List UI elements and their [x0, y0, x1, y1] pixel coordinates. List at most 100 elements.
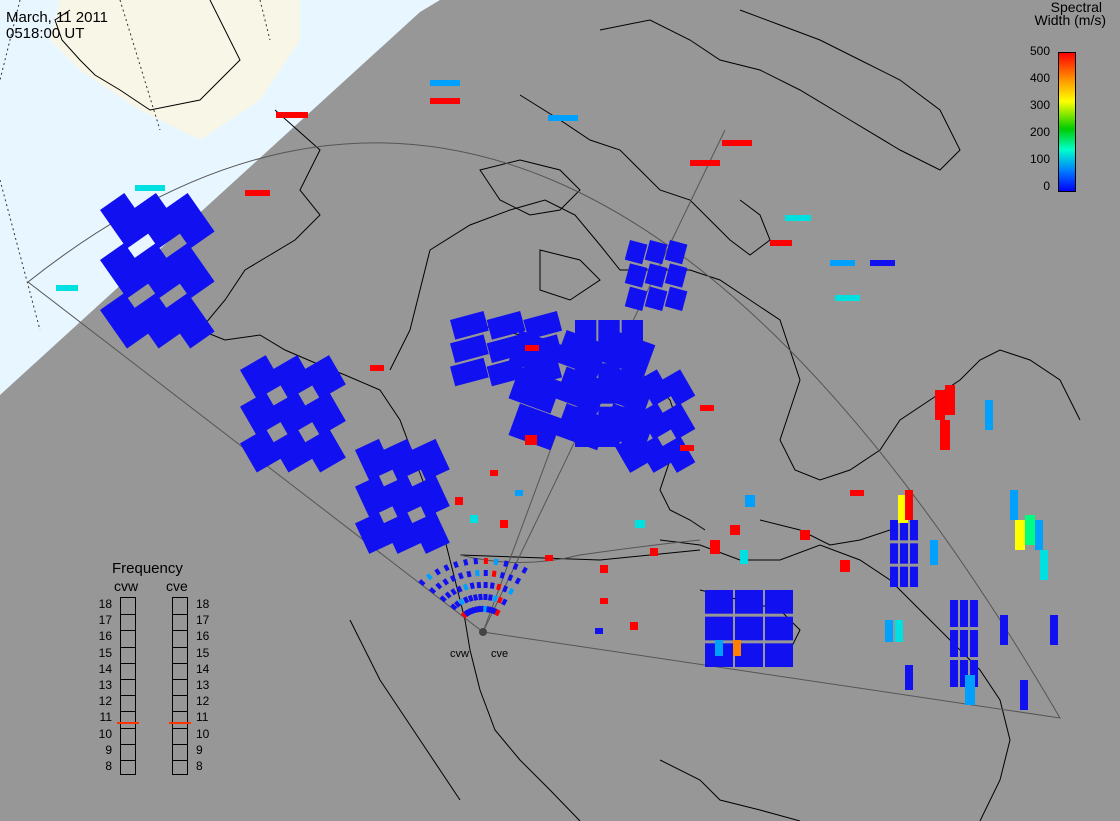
echo-cell — [467, 594, 474, 602]
echo-cell — [303, 355, 346, 400]
echo-cell — [525, 345, 539, 351]
echo-cell — [245, 190, 270, 196]
frequency-level-cve-8: 8 — [196, 759, 203, 773]
echo-cell — [466, 608, 473, 616]
echo-cell — [478, 593, 483, 601]
echo-cell — [733, 640, 741, 656]
echo-cell — [443, 564, 450, 572]
echo-cell — [630, 622, 638, 630]
frequency-marker-cve — [169, 721, 191, 724]
echo-cell — [523, 311, 563, 340]
echo-cell — [483, 606, 488, 613]
radar-site-marker — [479, 628, 487, 636]
echo-cell — [624, 286, 648, 311]
echo-cell — [690, 160, 720, 166]
legend-tick-500: 500 — [1029, 44, 1050, 58]
echo-cell — [940, 420, 950, 450]
frequency-scale-cve — [172, 597, 188, 776]
echo-cell — [442, 578, 449, 586]
echo-cell — [489, 582, 495, 589]
legend-title-line1: Spectral — [1050, 0, 1102, 15]
echo-cell — [163, 292, 215, 349]
echo-cell — [450, 357, 489, 387]
echo-cell — [705, 616, 733, 641]
echo-cell — [635, 520, 645, 528]
frequency-level-cvw-14: 14 — [98, 661, 112, 676]
echo-cell — [730, 525, 740, 535]
echo-cell — [100, 192, 152, 249]
echo-cell — [276, 112, 308, 118]
legend-tick-300: 300 — [1029, 98, 1050, 112]
echo-cell — [483, 570, 488, 577]
echo-cell — [411, 475, 450, 518]
echo-cell — [479, 605, 485, 613]
echo-cell — [383, 438, 422, 481]
frequency-level-cve-18: 18 — [196, 597, 210, 611]
echo-cell — [735, 616, 763, 641]
echo-cell — [770, 240, 792, 246]
echo-cell — [885, 620, 893, 642]
echo-cell — [745, 495, 755, 507]
spectral-width-colorbar — [1058, 52, 1076, 192]
echo-cell — [450, 311, 489, 340]
echo-cell — [705, 590, 733, 614]
echo-cell — [469, 607, 476, 615]
echo-cell — [598, 320, 620, 361]
echo-cell — [950, 630, 958, 657]
frequency-level-cve-14: 14 — [196, 661, 210, 676]
echo-cell — [575, 320, 597, 361]
echo-cell — [429, 587, 437, 595]
echo-cell — [910, 520, 918, 541]
frequency-level-cvw-8: 8 — [105, 759, 112, 773]
echo-cell — [638, 402, 672, 440]
echo-cell — [1040, 550, 1048, 580]
echo-cell — [425, 573, 433, 581]
echo-cell — [970, 630, 978, 657]
echo-cell — [411, 438, 450, 481]
echo-cell — [890, 543, 898, 564]
echo-cell — [488, 594, 493, 601]
echo-cell — [486, 311, 526, 340]
echo-cell — [354, 512, 394, 554]
echo-cell — [483, 594, 488, 601]
echo-cell — [56, 285, 78, 291]
echo-cell — [910, 566, 918, 587]
echo-cell — [383, 475, 422, 518]
echo-cell — [507, 574, 514, 582]
echo-cell — [512, 563, 519, 571]
echo-cell — [644, 263, 668, 288]
frequency-level-cve-17: 17 — [196, 613, 210, 628]
echo-cell — [575, 406, 597, 447]
frequency-level-cvw-13: 13 — [98, 678, 112, 692]
echo-cell — [453, 561, 459, 569]
echo-cell — [434, 568, 441, 576]
echo-cell — [1025, 515, 1035, 545]
echo-cell — [598, 363, 620, 404]
echo-cell — [450, 603, 458, 611]
echo-cell — [735, 643, 763, 667]
echo-cell — [500, 520, 508, 528]
echo-cell — [239, 355, 283, 400]
echo-cell — [100, 292, 152, 349]
echo-cell — [450, 334, 489, 363]
echo-cell — [239, 428, 283, 473]
legend-tick-0: 0 — [1043, 179, 1050, 193]
echo-cell — [1035, 520, 1043, 550]
echo-cell — [439, 595, 447, 603]
echo-cell — [1000, 615, 1008, 645]
frequency-level-cve-12: 12 — [196, 694, 210, 709]
echo-cell — [503, 560, 509, 568]
echo-cell — [870, 260, 895, 266]
echo-cell — [615, 435, 649, 473]
frequency-level-cvw-16: 16 — [98, 629, 112, 644]
echo-cell — [514, 577, 522, 585]
echo-cell — [1010, 490, 1018, 520]
echo-cell — [900, 520, 908, 541]
echo-cell — [624, 239, 648, 265]
echo-cell — [664, 286, 688, 311]
echo-cell — [460, 611, 469, 619]
echo-cell — [131, 292, 183, 349]
frequency-level-cvw-15: 15 — [98, 645, 112, 660]
echo-cell — [644, 286, 668, 311]
echo-cell — [545, 555, 553, 561]
